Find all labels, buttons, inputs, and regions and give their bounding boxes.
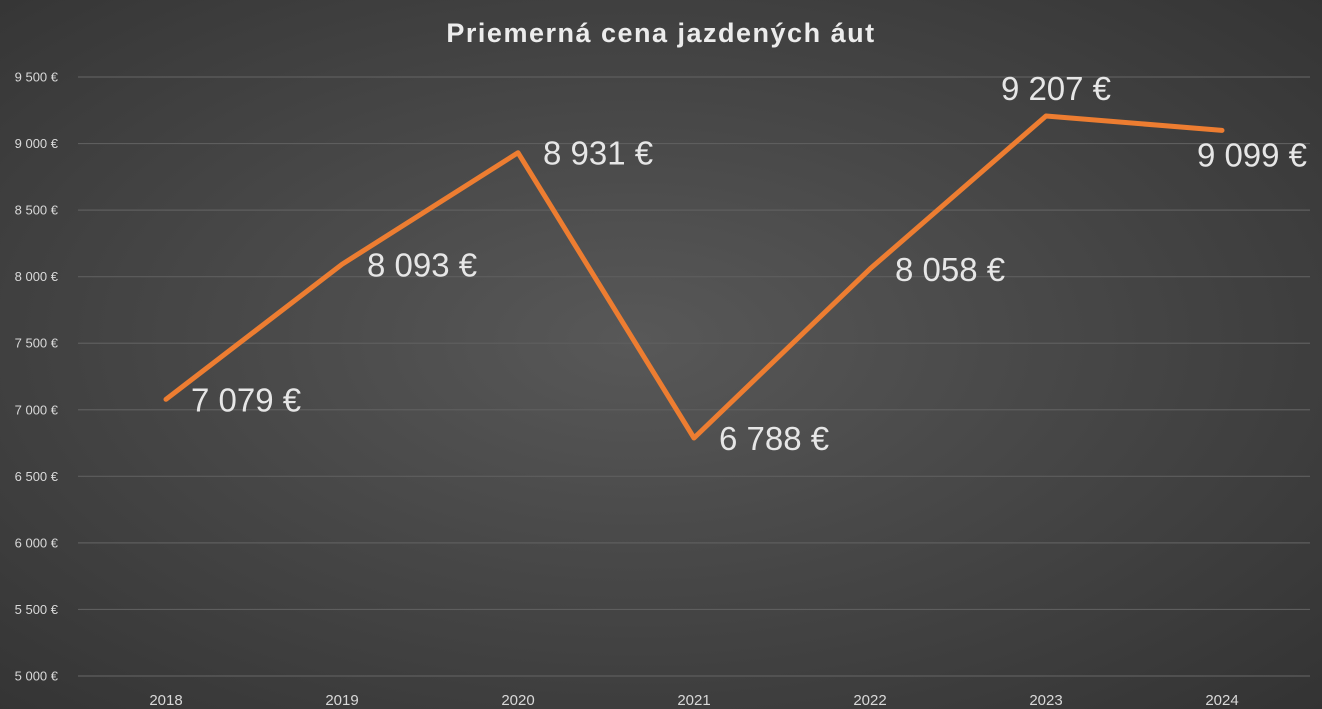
data-label: 8 058 € [895,251,1005,288]
gridlines [78,76,1310,677]
x-tick-label: 2024 [1205,692,1238,709]
y-tick-label: 8 500 € [15,203,59,218]
chart-title: Priemerná cena jazdených áut [446,18,875,48]
data-label: 8 931 € [543,135,653,172]
x-tick-label: 2018 [149,692,182,709]
x-tick-label: 2019 [325,692,358,709]
y-tick-label: 5 500 € [15,602,59,617]
y-tick-label: 9 000 € [15,136,59,151]
x-tick-label: 2020 [501,692,534,709]
y-axis: 5 000 € 5 500 € 6 000 € 6 500 € 7 000 € 7 500… [15,70,59,684]
y-tick-label: 7 000 € [15,402,59,417]
data-label: 7 079 € [191,381,301,418]
data-labels: 7 079 € 8 093 € 8 931 € 6 788 € 8 058 € 9 207… [191,70,1307,457]
y-tick-label: 6 500 € [15,469,59,484]
x-tick-label: 2021 [677,692,710,709]
x-tick-label: 2022 [853,692,886,709]
y-tick-label: 7 500 € [15,336,59,351]
y-tick-label: 6 000 € [15,535,59,550]
data-label: 9 099 € [1197,136,1307,173]
y-tick-label: 8 000 € [15,269,59,284]
x-axis: 2018 2019 2020 2021 2022 2023 2024 [149,692,1238,709]
y-tick-label: 9 500 € [15,70,59,85]
y-tick-label: 5 000 € [15,669,59,684]
data-label: 8 093 € [367,246,477,283]
data-label: 6 788 € [719,420,829,457]
data-series [163,113,1225,441]
data-label: 9 207 € [1001,70,1111,107]
x-tick-label: 2023 [1029,692,1062,709]
